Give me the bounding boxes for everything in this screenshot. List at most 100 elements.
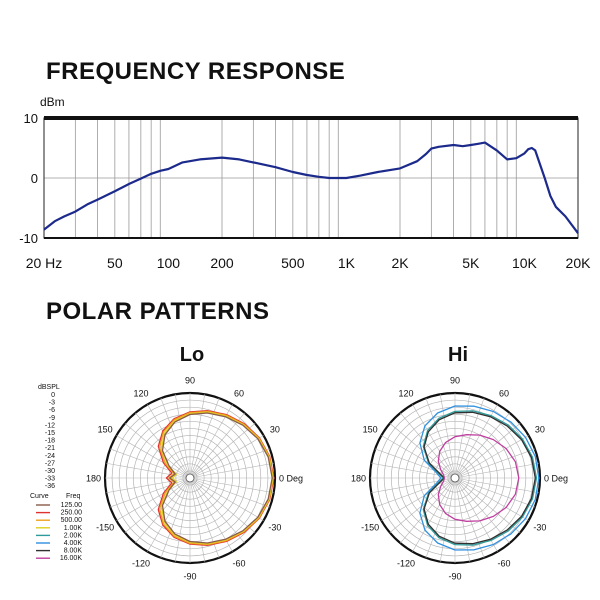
angle-spoke xyxy=(189,394,206,479)
y-tick-label: 0 xyxy=(31,171,38,186)
angle-spoke xyxy=(160,398,191,479)
legend-freq-label: 8.00K xyxy=(64,548,83,555)
angle-spoke xyxy=(189,477,256,533)
angle-label: 60 xyxy=(234,389,244,399)
angle-spoke xyxy=(147,404,191,479)
angle-spoke xyxy=(189,477,206,562)
lo-polar-chart: 90 60 30 0 Deg -30 -60 -90 -120 -150 180 150 120 xyxy=(86,376,303,582)
legend-freq-label: 250.00 xyxy=(61,510,83,517)
legend-freq-label: 125.00 xyxy=(61,502,83,509)
radial-scale-label: -15 xyxy=(45,430,55,437)
angle-spoke xyxy=(439,394,456,479)
angle-spoke xyxy=(454,462,539,479)
lo-polar-curve-1 xyxy=(157,410,275,546)
angle-spoke xyxy=(124,423,191,479)
x-tick-label: 5K xyxy=(462,255,480,271)
angle-label: 0 Deg xyxy=(279,474,303,484)
angle-label: 180 xyxy=(351,474,366,484)
radial-scale-label: -27 xyxy=(45,460,55,467)
angle-spoke xyxy=(116,477,191,521)
angle-spoke xyxy=(116,435,191,479)
angle-spoke xyxy=(454,477,529,521)
frequency-response-line xyxy=(43,141,579,234)
angle-label: -60 xyxy=(232,558,245,568)
angle-spoke xyxy=(400,477,456,544)
angle-spoke xyxy=(425,477,456,558)
hi-polar-curve-2 xyxy=(422,410,538,546)
angle-spoke xyxy=(160,477,191,558)
x-tick-label: 10K xyxy=(512,255,538,271)
hi-polar-curve-1 xyxy=(419,405,540,551)
angle-spoke xyxy=(174,394,191,479)
hi-polar-chart: 90 60 30 0 Deg -30 -60 -90 -120 -150 180 150 120 xyxy=(351,376,568,582)
angle-spoke xyxy=(439,477,456,562)
polar-patterns-heading: POLAR PATTERNS xyxy=(46,298,270,325)
angle-spoke xyxy=(425,398,456,479)
angle-spoke xyxy=(454,423,521,479)
angle-spoke xyxy=(454,477,535,508)
angle-spoke xyxy=(189,477,270,508)
angle-spoke xyxy=(381,477,456,521)
angle-spoke xyxy=(106,477,191,494)
angle-label: -30 xyxy=(533,523,546,533)
legend-header-freq: Freq xyxy=(66,493,81,500)
angle-spoke xyxy=(381,435,456,479)
angle-spoke xyxy=(454,412,510,479)
angle-spoke xyxy=(454,477,539,494)
x-tick-label: 20K xyxy=(566,255,592,271)
angle-label: 180 xyxy=(86,474,101,484)
angle-label: -150 xyxy=(361,523,379,533)
legend-freq-label: 500.00 xyxy=(61,517,83,524)
angle-spoke xyxy=(454,477,471,562)
angle-label: -120 xyxy=(132,558,150,568)
angle-spoke xyxy=(454,477,521,533)
angle-spoke xyxy=(189,448,270,479)
angle-label: 150 xyxy=(98,425,113,435)
angle-spoke xyxy=(454,398,485,479)
lo-polar-curve-2 xyxy=(158,410,274,546)
legend-freq-label: 16.00K xyxy=(60,555,83,562)
x-tick-label: 20 Hz xyxy=(26,255,63,271)
y-axis-label: dBm xyxy=(40,95,65,109)
angle-label: 150 xyxy=(363,425,378,435)
angle-spoke xyxy=(189,412,245,479)
angle-label: 30 xyxy=(535,425,545,435)
angle-spoke xyxy=(454,477,510,544)
lo-polar-title: Lo xyxy=(179,344,205,366)
angle-spoke xyxy=(400,412,456,479)
angle-spoke xyxy=(412,404,456,479)
angle-spoke xyxy=(124,477,191,533)
radial-scale-label: -6 xyxy=(49,407,55,414)
radial-scale-label: -21 xyxy=(45,445,55,452)
radial-scale-label: -9 xyxy=(49,415,55,422)
angle-spoke xyxy=(375,477,456,508)
angle-spoke xyxy=(147,477,191,552)
angle-label: -60 xyxy=(497,558,510,568)
angle-spoke xyxy=(189,435,264,479)
angle-spoke xyxy=(174,477,191,562)
angle-spoke xyxy=(189,462,274,479)
x-tick-label: 2K xyxy=(391,255,409,271)
angle-spoke xyxy=(110,477,191,508)
angle-label: 90 xyxy=(450,376,460,386)
angle-label: -150 xyxy=(96,523,114,533)
angle-label: 60 xyxy=(499,389,509,399)
radial-unit-label: dBSPL xyxy=(38,384,60,391)
angle-label: 120 xyxy=(398,389,413,399)
angle-label: 30 xyxy=(270,425,280,435)
x-tick-label: 50 xyxy=(107,255,123,271)
radial-scale-label: -24 xyxy=(45,453,55,460)
y-tick-label: -10 xyxy=(19,231,38,246)
angle-label: -30 xyxy=(268,523,281,533)
y-tick-label: 10 xyxy=(24,111,38,126)
angle-label: 0 Deg xyxy=(544,474,568,484)
angle-label: 120 xyxy=(133,389,148,399)
x-tick-label: 500 xyxy=(281,255,305,271)
angle-spoke xyxy=(454,435,529,479)
angle-label: -120 xyxy=(397,558,415,568)
hi-polar-curve-4 xyxy=(437,434,520,522)
x-tick-label: 200 xyxy=(210,255,234,271)
angle-spoke xyxy=(454,477,485,558)
